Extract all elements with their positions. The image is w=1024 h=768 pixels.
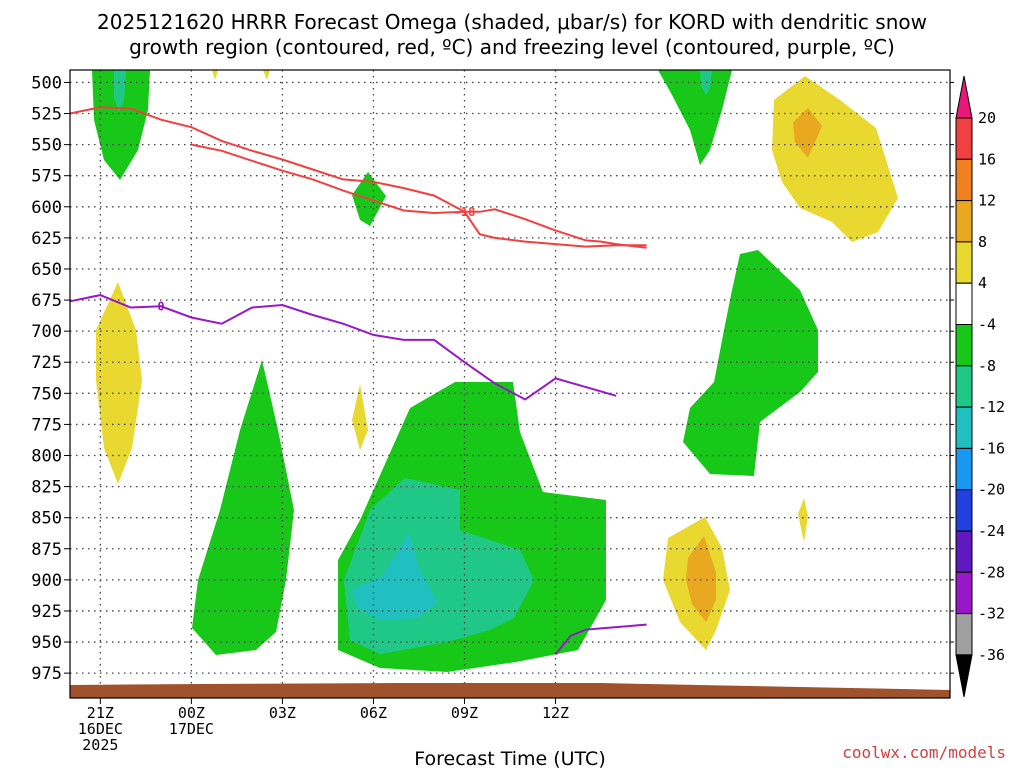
omega-green-region: [683, 250, 818, 476]
x-tick-label: 09Z: [451, 704, 478, 722]
colorbar-segment: [955, 365, 973, 408]
y-tick-label: 525: [31, 105, 62, 125]
y-tick-label: 575: [31, 167, 62, 187]
y-tick-label: 950: [31, 633, 62, 653]
y-tick-label: 875: [31, 540, 62, 560]
omega-yellow-region: [212, 70, 218, 80]
colorbar-segment: [955, 530, 973, 573]
y-tick-label: 975: [31, 664, 62, 684]
omega-shading: [92, 70, 898, 672]
colorbar-tick-label: -4: [978, 316, 996, 334]
colorbar-segment: [955, 282, 973, 326]
x-tick-label: 17DEC: [169, 720, 214, 738]
colorbar-tick-label: -16: [978, 439, 1005, 457]
x-tick-label: 00Z: [178, 704, 205, 722]
omega-yellow-region: [352, 384, 368, 450]
colorbar-tick-label: 8: [978, 233, 987, 251]
colorbar-tick-label: -8: [978, 357, 996, 375]
x-tick-label: 12Z: [542, 704, 569, 722]
colorbar-cap-top: [955, 75, 973, 119]
omega-orange-region: [793, 108, 822, 158]
y-tick-label: 925: [31, 602, 62, 622]
x-tick-label: 16DEC: [78, 720, 123, 738]
y-axis: 500 525 550 575 600 625 650 675 700 725 750 775 800 8…: [31, 73, 954, 684]
omega-yellow-region: [798, 498, 808, 542]
y-tick-label: 850: [31, 509, 62, 529]
contour-line: [69, 106, 647, 249]
y-tick-label: 500: [31, 73, 62, 93]
colorbar-cap-bottom: [955, 654, 973, 697]
x-tick-label: 03Z: [269, 704, 296, 722]
colorbar-tick-label: -20: [978, 481, 1005, 499]
omega-orange-region: [686, 536, 716, 622]
contour-line: [554, 623, 647, 656]
y-tick-label: 650: [31, 260, 62, 280]
colorbar-segment: [955, 489, 973, 532]
omega-teal-region: [114, 70, 126, 112]
contour-label: 0: [157, 299, 164, 313]
x-tick-label: 2025: [82, 736, 118, 754]
plot-grid: [70, 70, 950, 698]
colorbar-tick-label: 16: [978, 150, 996, 168]
colorbar-segment: [955, 324, 973, 367]
colorbar-segment: [955, 571, 973, 615]
y-tick-label: 775: [31, 415, 62, 435]
chart-title-line1: 2025121620 HRRR Forecast Omega (shaded, …: [97, 10, 927, 34]
terrain-surface: [70, 683, 950, 698]
colorbar-segment: [955, 117, 973, 160]
colorbar-segment: [955, 406, 973, 449]
colorbar-tick-label: -36: [978, 646, 1005, 664]
colorbar-tick-label: 20: [978, 109, 996, 127]
y-tick-label: 725: [31, 353, 62, 373]
colorbar: 20 16 12 8 4 -4 -8 -12 -16 -20 -24 -28 -32 -36: [955, 75, 1005, 697]
x-tick-label: 06Z: [360, 704, 387, 722]
y-tick-label: 800: [31, 447, 62, 467]
omega-yellow-region: [263, 70, 270, 80]
y-tick-label: 600: [31, 198, 62, 218]
contour-line: [191, 143, 647, 248]
credit-text: coolwx.com/models: [842, 743, 1006, 762]
y-tick-label: 700: [31, 322, 62, 342]
contour-line: [69, 294, 617, 401]
x-tick-label: 21Z: [87, 704, 114, 722]
colorbar-segment: [955, 241, 973, 284]
colorbar-tick-label: -12: [978, 398, 1005, 416]
y-tick-label: 825: [31, 478, 62, 498]
omega-green-region: [658, 70, 732, 165]
contour-layer: -180: [69, 106, 647, 656]
plot-area: -180: [69, 69, 951, 699]
y-tick-label: 750: [31, 384, 62, 404]
y-tick-label: 550: [31, 136, 62, 156]
colorbar-segment: [955, 200, 973, 243]
colorbar-tick-label: -24: [978, 522, 1005, 540]
y-tick-label: 625: [31, 229, 62, 249]
colorbar-tick-label: -32: [978, 605, 1005, 623]
colorbar-segment: [955, 447, 973, 491]
colorbar-segment: [955, 613, 973, 656]
colorbar-tick-label: 4: [978, 274, 987, 292]
omega-yellow-region: [96, 282, 142, 484]
omega-green-region: [92, 70, 150, 180]
colorbar-segment: [955, 158, 973, 202]
chart-title-line2: growth region (contoured, red, ºC) and f…: [129, 35, 895, 59]
colorbar-tick-label: 12: [978, 192, 996, 210]
omega-green-region: [192, 360, 294, 655]
x-axis-label: Forecast Time (UTC): [414, 748, 605, 768]
y-tick-label: 900: [31, 571, 62, 591]
colorbar-tick-label: -28: [978, 563, 1005, 581]
y-tick-label: 675: [31, 291, 62, 311]
plot-border: [69, 69, 951, 699]
